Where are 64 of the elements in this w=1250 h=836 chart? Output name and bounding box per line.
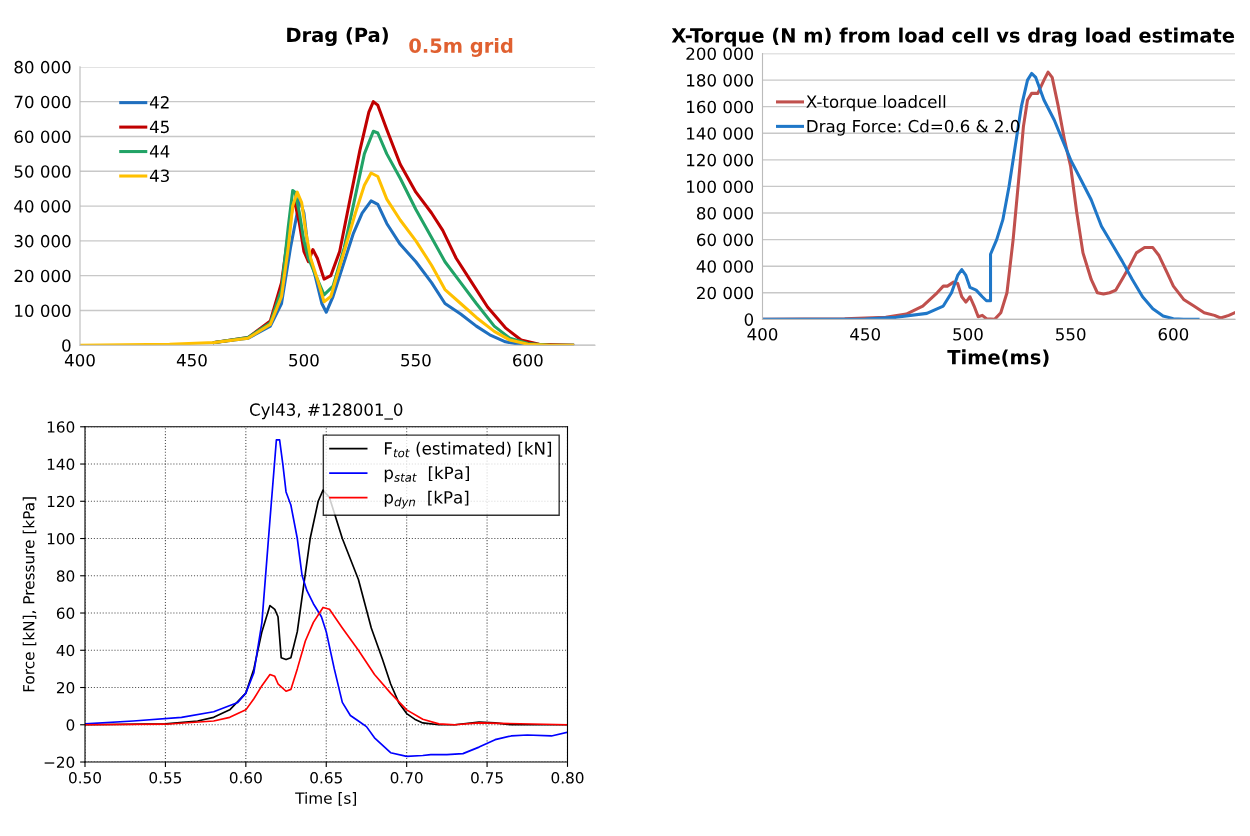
legend-label: p$_{dyn}$ [kPa] <box>384 490 469 509</box>
x-tick-label: 450 <box>850 327 881 341</box>
x-tick-label: 400 <box>64 353 95 367</box>
x-tick-label: 500 <box>953 327 983 341</box>
y-tick-label: 20 000 <box>14 269 71 283</box>
y-tick-label: 60 000 <box>697 233 754 247</box>
y-tick-label: 50 000 <box>14 165 71 178</box>
y-tick-label: 40 000 <box>696 260 754 273</box>
x-tick-label: 0.50 <box>69 772 101 784</box>
y-tick-label: 80 <box>56 570 75 582</box>
y-tick-label: 60 000 <box>14 130 71 144</box>
x-tick-label: 450 <box>176 353 207 367</box>
y-tick-label: 40 <box>56 644 75 657</box>
legend-label: 42 <box>149 96 169 109</box>
y-tick-label: 100 <box>47 532 75 545</box>
x-tick-label: 600 <box>1158 327 1189 341</box>
line-series <box>80 171 575 346</box>
y-tick-label: 30 000 <box>14 234 71 248</box>
text: 0.5m grid <box>409 37 513 57</box>
y-tick-label: 180 000 <box>687 74 754 87</box>
x-tick-label: 0.80 <box>551 772 584 784</box>
chart-title: Drag (Pa) <box>287 27 388 47</box>
y-tick-label: 160 <box>47 421 75 433</box>
y-tick-label: 160 000 <box>687 100 754 114</box>
y-tick-label: 0 <box>62 339 71 352</box>
x-tick-label: 0.70 <box>390 772 423 784</box>
chart-title: X-Torque (N m) from load cell vs drag load estimate <box>671 27 1235 47</box>
y-tick-label: 20 000 <box>697 286 754 300</box>
y-tick-label: 0 <box>744 313 754 326</box>
y-tick-label: 20 <box>56 681 75 694</box>
legend-label: F$_{tot}$ (estimated) [kN] <box>384 441 552 458</box>
y-tick-label: 140 <box>47 458 75 471</box>
y-tick-label: 60 <box>56 607 75 620</box>
y-tick-label: 40 000 <box>14 200 71 213</box>
legend-label: 45 <box>149 120 169 134</box>
y-tick-label: −20 <box>44 756 75 769</box>
x-tick-label: 550 <box>401 353 431 367</box>
y-tick-label: 0 <box>66 719 75 731</box>
y-tick-label: 80 000 <box>14 60 71 74</box>
x-tick-label: 400 <box>747 327 778 341</box>
x-tick-label: 500 <box>289 353 319 367</box>
x-axis-title: Time(ms) <box>947 349 1049 367</box>
x-axis-title: Time [s] <box>295 792 356 806</box>
y-tick-label: 200 000 <box>686 47 754 61</box>
y-tick-label: 120 000 <box>687 153 754 167</box>
x-tick-label: 600 <box>513 353 543 367</box>
y-tick-label: 70 000 <box>14 95 71 109</box>
line-series <box>85 606 568 726</box>
x-tick-label: 550 <box>1056 327 1086 341</box>
x-tick-label: 0.55 <box>149 772 182 784</box>
y-axis-title: Force [kN], Pressure [kPa] <box>22 497 37 692</box>
x-tick-label: 0.60 <box>229 772 262 784</box>
y-tick-label: 10 000 <box>15 304 71 318</box>
legend-label: 43 <box>149 169 169 183</box>
y-tick-label: 120 <box>47 495 75 508</box>
y-tick-label: 80 000 <box>696 206 754 220</box>
x-tick-label: 0.75 <box>471 772 503 784</box>
legend-label: 44 <box>149 145 170 158</box>
legend-label: p$_{stat}$ [kPa] <box>384 466 469 483</box>
y-tick-label: 140 000 <box>687 127 754 140</box>
y-tick-label: 100 000 <box>687 180 754 193</box>
x-tick-label: 0.65 <box>310 772 342 784</box>
legend-label: X-torque loadcell <box>806 95 946 112</box>
chart-title: Cyl43, #128001_0 <box>249 403 403 420</box>
